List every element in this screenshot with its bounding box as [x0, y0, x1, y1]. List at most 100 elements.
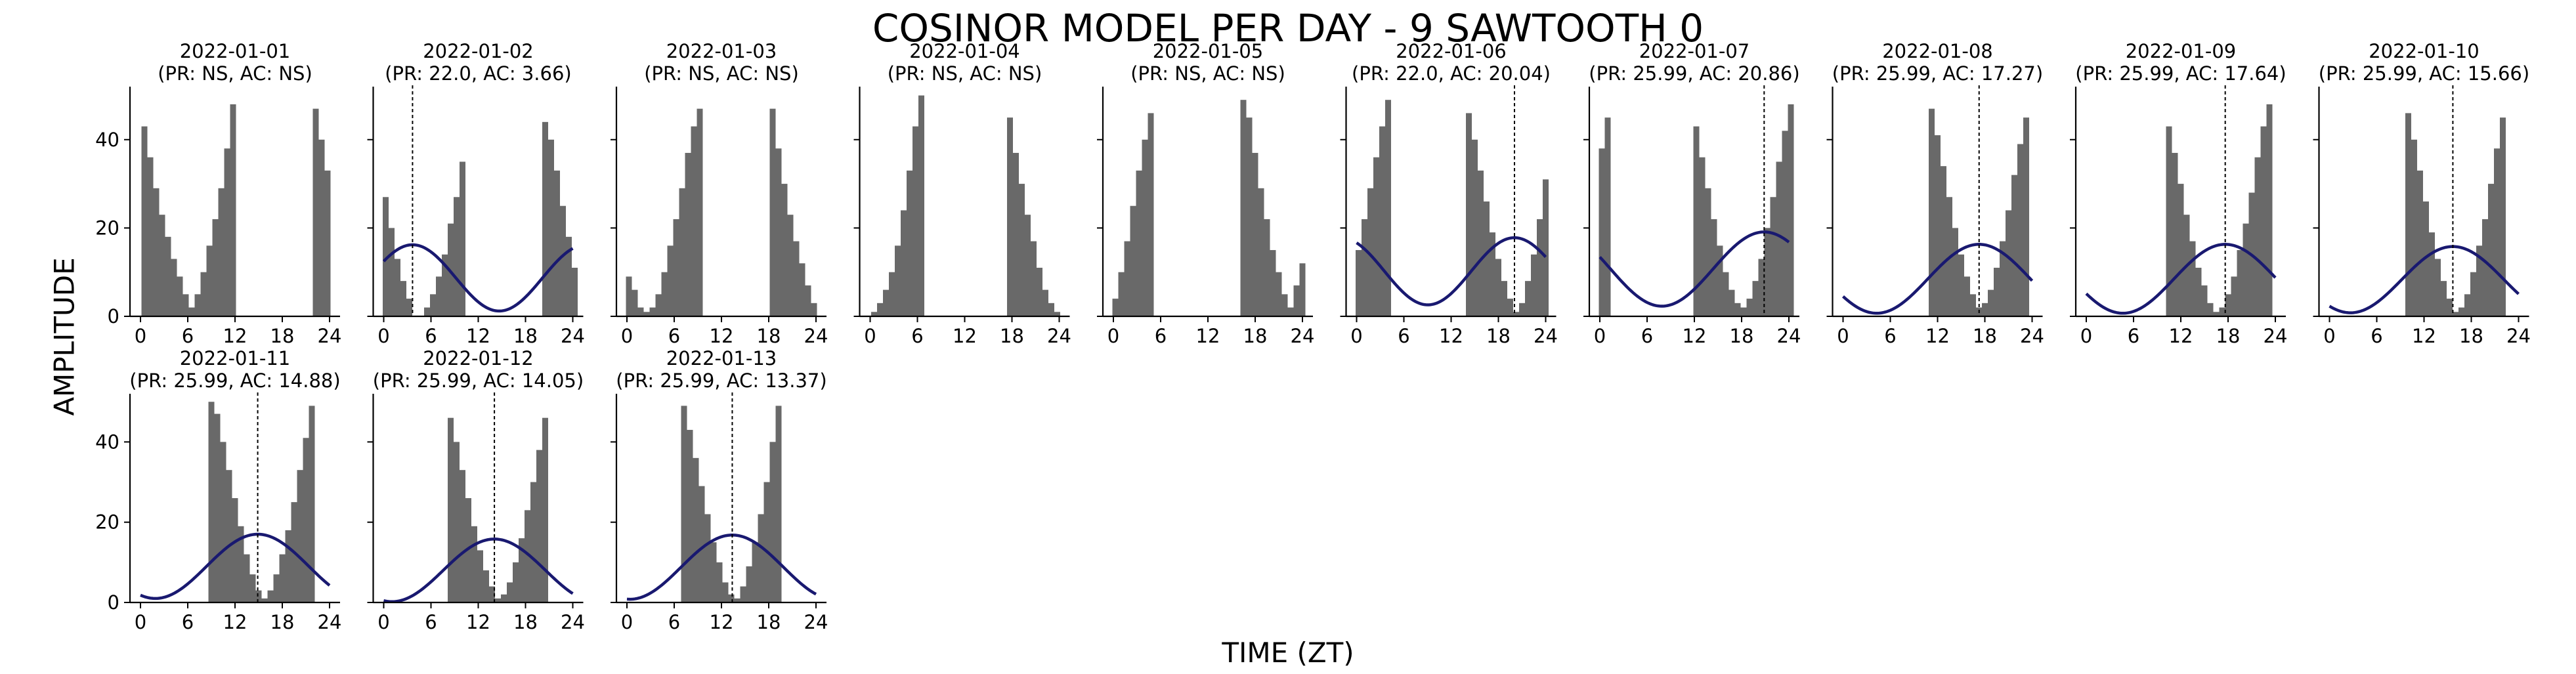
x-tick-label: 6 — [1884, 325, 1896, 347]
subplot-title: 2022-01-12 — [423, 347, 534, 369]
x-tick-label: 0 — [2323, 325, 2335, 347]
histogram-bar — [2189, 241, 2196, 316]
x-tick-label: 24 — [2264, 325, 2288, 347]
histogram-bar — [1788, 104, 1794, 317]
histogram-bar — [1240, 100, 1247, 316]
histogram-bar — [716, 562, 723, 602]
histogram-bar — [1740, 307, 1747, 316]
histogram-bar — [212, 219, 219, 316]
histogram-bar — [1252, 152, 1258, 316]
histogram-bar — [1929, 108, 1935, 316]
histogram-bar — [1142, 139, 1148, 316]
histogram-bar — [513, 562, 519, 602]
x-tick-label: 12 — [710, 325, 734, 347]
histogram-bar — [483, 570, 489, 602]
histogram-bar — [1988, 289, 1994, 316]
x-tick-label: 0 — [1594, 325, 1606, 347]
histogram-bar — [501, 594, 507, 602]
subplot-title: 2022-01-07 — [1639, 40, 1750, 62]
cosinor-curve — [1841, 243, 2034, 315]
histogram-bar — [1019, 184, 1025, 316]
x-tick-label: 12 — [710, 611, 734, 633]
histogram-bar — [312, 108, 319, 316]
histogram-bar — [2231, 276, 2237, 316]
histogram-bar — [2417, 170, 2423, 316]
histogram-bar — [1007, 117, 1013, 316]
histogram-bar — [1299, 263, 1306, 316]
x-tick-label: 24 — [1047, 325, 1071, 347]
histogram-bar — [769, 108, 776, 316]
histogram-bar — [395, 259, 400, 316]
histogram-bar — [781, 184, 788, 316]
cosinor-curve — [626, 534, 817, 601]
x-tick-label: 0 — [1350, 325, 1362, 347]
histogram-bar — [261, 598, 268, 602]
x-tick-label: 0 — [1837, 325, 1849, 347]
x-tick-label: 18 — [513, 325, 538, 347]
x-tick-label: 12 — [953, 325, 977, 347]
x-tick-label: 0 — [864, 325, 876, 347]
histogram-bar — [673, 219, 679, 316]
histogram-bar — [224, 148, 230, 316]
histogram-bar — [572, 267, 578, 316]
x-tick-label: 0 — [377, 611, 389, 633]
x-tick-label: 24 — [1291, 325, 1315, 347]
x-tick-label: 0 — [621, 325, 633, 347]
subplot-title: 2022-01-10 — [2369, 40, 2479, 62]
histogram-bar — [2195, 267, 2202, 316]
subplot-title: 2022-01-03 — [666, 40, 777, 62]
subplot: 2022-01-09(PR: 25.99, AC: 17.64) 0 6 12 18 24 — [2070, 40, 2287, 347]
histogram-bar — [1258, 188, 1264, 316]
histogram-bar — [877, 303, 883, 316]
histogram-bar — [1519, 303, 1525, 316]
histogram-bar — [165, 236, 171, 316]
histogram-bar — [637, 307, 644, 316]
histogram-bar — [220, 442, 226, 602]
histogram-bar — [309, 406, 315, 602]
cosinor-curve — [1356, 236, 1547, 306]
histogram-bar — [177, 276, 183, 316]
subplot-subtitle: (PR: NS, AC: NS) — [158, 62, 312, 85]
x-tick-label: 0 — [2080, 325, 2092, 347]
histogram-bar — [1543, 179, 1549, 316]
histogram-bar — [2453, 312, 2458, 316]
histogram-bar — [507, 582, 513, 602]
x-axis-label: TIME (ZT) — [1222, 637, 1354, 669]
histogram-bar — [232, 498, 238, 602]
x-tick-label: 6 — [668, 611, 680, 633]
y-tick-label: 40 — [95, 431, 119, 453]
histogram-bar — [400, 281, 406, 316]
histogram-bar — [1379, 126, 1385, 316]
x-tick-label: 24 — [561, 325, 585, 347]
histogram-bar — [454, 442, 460, 602]
x-tick-label: 0 — [135, 325, 146, 347]
x-tick-label: 24 — [318, 611, 342, 633]
histogram-bar — [1385, 100, 1391, 316]
histogram-bar — [2017, 144, 2023, 316]
histogram-bar — [1728, 289, 1735, 316]
histogram-bar — [1367, 188, 1373, 316]
histogram-bar — [554, 170, 560, 316]
x-tick-label: 0 — [1107, 325, 1119, 347]
cosinor-curve — [383, 537, 574, 604]
x-tick-label: 12 — [1683, 325, 1707, 347]
y-tick-label: 40 — [95, 129, 119, 151]
histogram-bar — [424, 307, 430, 316]
x-tick-label: 6 — [1398, 325, 1409, 347]
histogram-bar — [679, 188, 685, 316]
x-tick-label: 6 — [2371, 325, 2382, 347]
subplot: 2022-01-07(PR: 25.99, AC: 20.86) 0 6 12 18 24 — [1583, 40, 1801, 347]
histogram-bar — [2470, 272, 2476, 316]
x-tick-label: 12 — [1196, 325, 1220, 347]
histogram-bar — [1270, 250, 1276, 316]
histogram-bar — [889, 272, 895, 316]
histogram-bar — [746, 566, 752, 602]
histogram-bar — [687, 430, 693, 602]
histogram-bar — [1770, 197, 1776, 316]
subplot: 2022-01-13(PR: 25.99, AC: 13.37) 0 6 12 18 24 — [611, 347, 828, 633]
histogram-bar — [1490, 232, 1495, 316]
histogram-bar — [1994, 267, 2000, 316]
x-tick-label: 6 — [182, 325, 194, 347]
subplot-title: 2022-01-13 — [666, 347, 777, 369]
histogram-bar — [1952, 228, 1958, 316]
